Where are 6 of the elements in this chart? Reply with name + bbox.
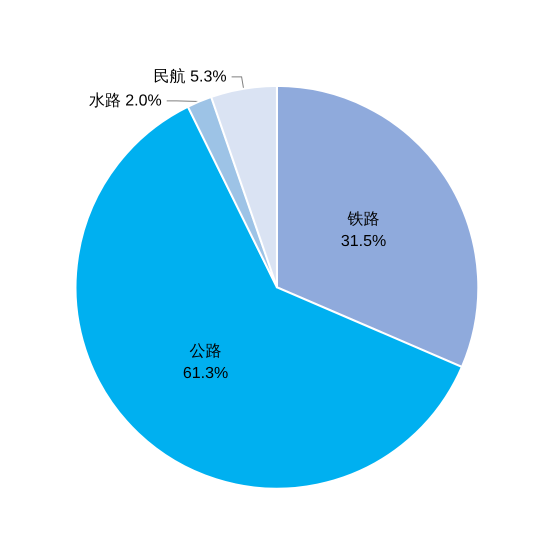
slice-label: 民航 5.3% xyxy=(154,67,227,86)
data-label: 61.3% xyxy=(182,364,228,382)
slice-label: 铁路 xyxy=(346,210,380,228)
slice-label: 水路 2.0% xyxy=(88,91,162,110)
data-label: 31.5% xyxy=(340,232,386,250)
slice-label: 公路 xyxy=(190,342,222,360)
